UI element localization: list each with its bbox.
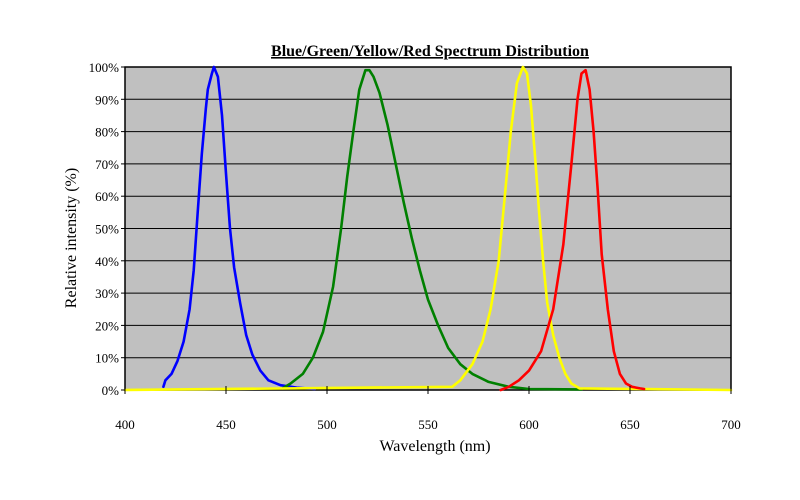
x-axis-title: Wavelength (nm) bbox=[379, 438, 490, 455]
y-tick-label: 30% bbox=[95, 286, 119, 301]
series-line-4 bbox=[499, 68, 646, 392]
y-axis-ticks: 0% 10% 20% 30% 40% 50% 60% 70% 80% 90% 100% bbox=[89, 60, 125, 398]
x-tick-label: 550 bbox=[418, 417, 438, 432]
y-tick-label: 70% bbox=[95, 157, 119, 172]
chart-title: Blue/Green/Yellow/Red Spectrum Distribut… bbox=[271, 43, 589, 60]
x-tick-label: 450 bbox=[216, 417, 236, 432]
y-tick-label: 50% bbox=[95, 222, 119, 237]
y-tick-label: 10% bbox=[95, 351, 119, 366]
y-tick-label: 0% bbox=[102, 383, 120, 398]
series-line-3 bbox=[123, 65, 733, 392]
x-tick-label: 600 bbox=[519, 417, 539, 432]
y-tick-label: 60% bbox=[95, 189, 119, 204]
x-tick-label: 700 bbox=[721, 417, 741, 432]
gridlines bbox=[125, 98, 731, 359]
x-tick-label: 650 bbox=[620, 417, 640, 432]
y-tick-label: 40% bbox=[95, 254, 119, 269]
series-line-2 bbox=[281, 68, 583, 391]
y-tick-label: 100% bbox=[89, 60, 120, 75]
y-tick-label: 90% bbox=[95, 92, 119, 107]
x-tick-label: 400 bbox=[115, 417, 135, 432]
x-axis-ticks: 400 450 500 550 600 650 700 bbox=[115, 386, 741, 432]
y-axis-title: Relative intensity (%) bbox=[63, 168, 80, 308]
series-line-1 bbox=[162, 65, 317, 391]
x-tick-label: 500 bbox=[317, 417, 337, 432]
y-tick-label: 20% bbox=[95, 318, 119, 333]
y-tick-label: 80% bbox=[95, 125, 119, 140]
series-group bbox=[123, 65, 733, 392]
